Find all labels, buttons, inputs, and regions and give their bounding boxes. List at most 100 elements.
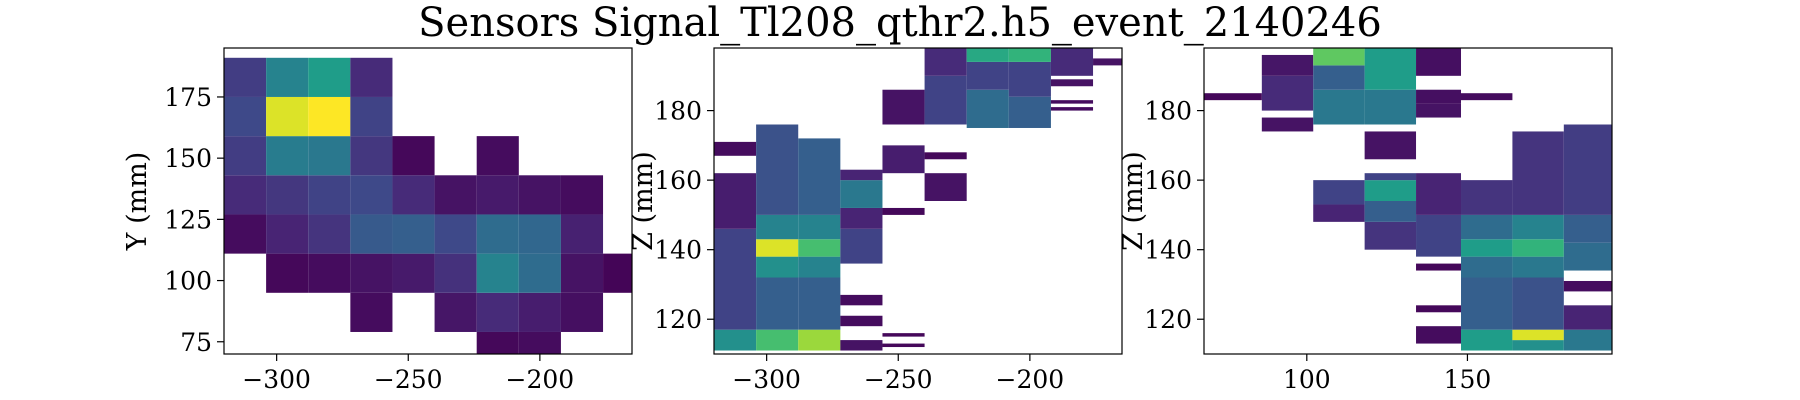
heatmap-cell bbox=[1512, 131, 1564, 215]
heatmap-cell bbox=[266, 136, 309, 176]
heatmap-cell bbox=[756, 124, 799, 215]
heatmap-cell bbox=[840, 180, 883, 208]
heatmap-cell bbox=[966, 89, 1009, 128]
heatmap-cell bbox=[966, 61, 1009, 90]
heatmap-cell bbox=[1364, 201, 1417, 222]
y-tick-label: 180 bbox=[654, 97, 702, 126]
heatmap-cell bbox=[756, 214, 799, 240]
x-tick-label: −250 bbox=[374, 365, 443, 394]
y-tick-label: 120 bbox=[654, 305, 702, 334]
heatmap-cell bbox=[350, 96, 393, 137]
y-axis-label: Z (mm) bbox=[1118, 151, 1149, 251]
heatmap-cell bbox=[924, 173, 967, 201]
heatmap-cell bbox=[560, 175, 604, 215]
heatmap-cell bbox=[308, 57, 351, 97]
heatmap-cell bbox=[1364, 180, 1417, 201]
heatmap-cell bbox=[434, 253, 477, 293]
heatmap-cell bbox=[1461, 180, 1513, 215]
heatmap-cell bbox=[924, 152, 967, 160]
heatmap-cell bbox=[1512, 329, 1564, 341]
heatmap-cell bbox=[714, 173, 757, 229]
heatmap-cell bbox=[518, 331, 561, 354]
heatmap-cell bbox=[266, 253, 309, 293]
heatmap-cell bbox=[1563, 280, 1612, 292]
heatmap-cell bbox=[1512, 277, 1564, 330]
heatmap-cell bbox=[266, 214, 309, 254]
y-tick-label: 160 bbox=[654, 166, 702, 195]
panels: −300 −250 −200 75 100 125 150 175 Y (mm) −300 −250… bbox=[122, 47, 1613, 394]
heatmap-cell bbox=[1261, 54, 1314, 76]
heatmap-cell bbox=[434, 175, 477, 215]
heatmap-cell bbox=[560, 292, 604, 332]
heatmap-cell bbox=[1563, 305, 1612, 330]
heatmap-cell bbox=[1416, 326, 1462, 344]
heatmap-cell bbox=[924, 75, 967, 125]
heatmap-cell bbox=[1512, 256, 1564, 278]
heatmap-cell bbox=[476, 214, 519, 254]
chart-title: Sensors Signal_Tl208_qthr2.h5_event_2140… bbox=[418, 0, 1382, 46]
heatmap-cell bbox=[476, 253, 519, 293]
heatmap-cell bbox=[1563, 214, 1612, 243]
heatmap-cell bbox=[1313, 89, 1365, 125]
heatmap-cell bbox=[966, 48, 1009, 62]
heatmap-cell bbox=[756, 256, 799, 278]
heatmap-cell bbox=[1512, 214, 1564, 240]
heatmap-cell bbox=[350, 292, 393, 332]
x-tick-label: −200 bbox=[506, 365, 575, 394]
heatmap-cell bbox=[434, 214, 477, 254]
y-tick-label: 150 bbox=[164, 144, 212, 173]
heatmap-cell bbox=[1461, 329, 1513, 351]
heatmap-cell bbox=[798, 214, 841, 240]
heatmap-cell bbox=[1461, 256, 1513, 278]
heatmap-cell bbox=[308, 175, 351, 215]
heatmap-cell bbox=[476, 175, 519, 215]
heatmap-cell bbox=[1461, 214, 1513, 240]
heatmap-cell bbox=[840, 228, 883, 264]
heatmap-cell bbox=[476, 136, 519, 176]
heatmap-cell bbox=[714, 228, 757, 330]
heatmap-cell bbox=[476, 331, 519, 354]
heatmap-cell bbox=[1512, 340, 1564, 351]
heatmap-cell bbox=[798, 277, 841, 330]
heatmap-cell bbox=[350, 136, 393, 176]
heatmap-cell bbox=[434, 292, 477, 332]
heatmap-cell bbox=[266, 57, 309, 97]
heatmap-cell bbox=[714, 141, 757, 156]
heatmap-cell bbox=[1416, 103, 1462, 118]
heatmap-cell bbox=[224, 175, 267, 215]
heatmap-cell bbox=[476, 292, 519, 332]
axes-frame bbox=[713, 47, 1123, 355]
heatmap-cell bbox=[1008, 61, 1051, 97]
heatmap-cell bbox=[756, 277, 799, 330]
heatmap-cell bbox=[1008, 96, 1051, 128]
x-tick-label: −250 bbox=[864, 365, 933, 394]
heatmap-cell bbox=[1364, 89, 1417, 125]
heatmap-cell bbox=[1261, 75, 1314, 111]
heatmap-cell bbox=[1008, 48, 1051, 62]
heatmap-cell bbox=[350, 175, 393, 215]
heatmap-cell bbox=[392, 253, 435, 293]
heatmap-cell bbox=[1563, 242, 1612, 271]
heatmap-cell bbox=[798, 138, 841, 215]
heatmap-cell bbox=[1050, 79, 1094, 87]
heatmap-cell bbox=[882, 343, 925, 348]
x-tick-label: 100 bbox=[1283, 365, 1331, 394]
heatmap-cell bbox=[756, 239, 799, 257]
heatmap-cell bbox=[882, 333, 925, 337]
heatmap-cell bbox=[1050, 107, 1094, 111]
heatmap-cell bbox=[266, 96, 309, 137]
y-axis-label: Z (mm) bbox=[628, 151, 659, 251]
y-tick-label: 180 bbox=[1144, 97, 1192, 126]
heatmap-cell bbox=[518, 214, 561, 254]
heatmap-cell bbox=[1364, 221, 1417, 250]
heatmap-cell bbox=[1416, 48, 1462, 76]
heatmap-cell bbox=[840, 294, 883, 306]
heatmap-cell bbox=[1461, 239, 1513, 257]
heatmap-cell bbox=[350, 253, 393, 293]
x-tick-label: −200 bbox=[996, 365, 1065, 394]
heatmap-cells bbox=[224, 57, 632, 354]
heatmap-cell bbox=[1563, 124, 1612, 215]
heatmap-cell bbox=[1416, 305, 1462, 313]
heatmap-cell bbox=[798, 239, 841, 257]
